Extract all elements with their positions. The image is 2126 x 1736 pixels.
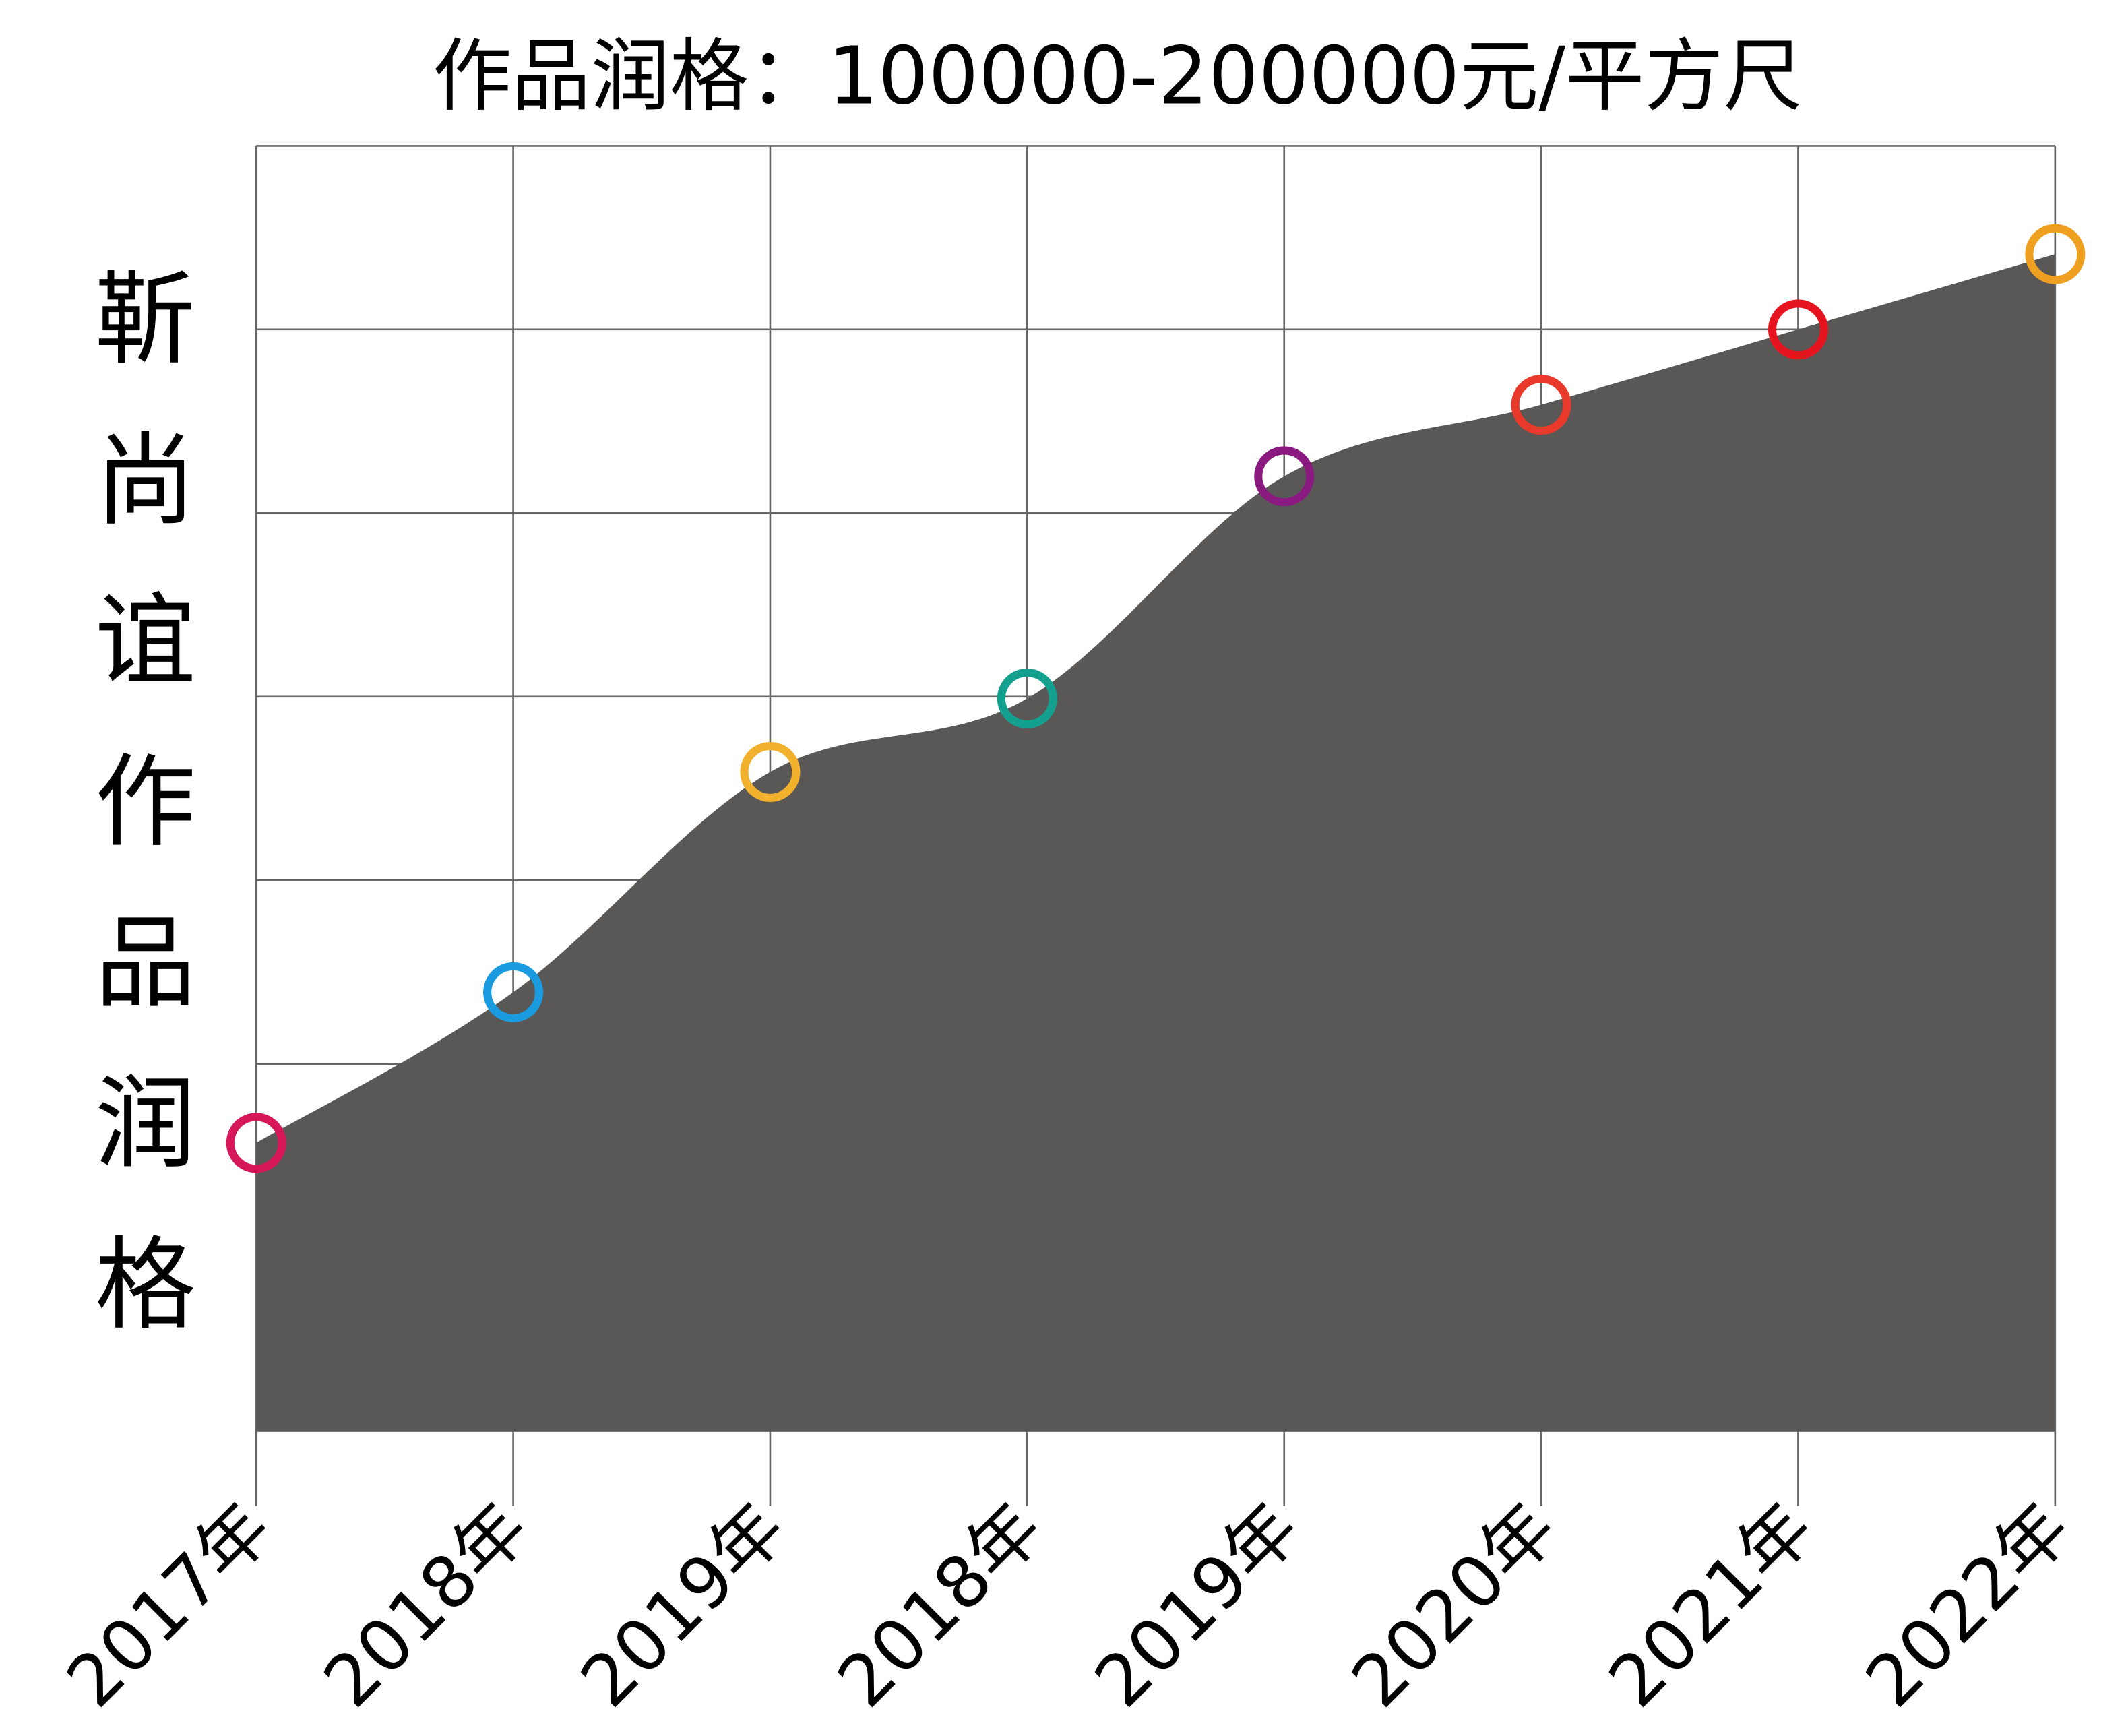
x-tick-label: 2018年 — [308, 1487, 544, 1723]
marker — [1254, 446, 1315, 507]
x-tick-label: 2018年 — [822, 1487, 1059, 1723]
x-tick-label: 2021年 — [1593, 1487, 1830, 1723]
x-tick-label: 2019年 — [1079, 1487, 1315, 1723]
marker — [483, 962, 544, 1022]
marker — [1768, 299, 1828, 360]
x-tick-label: 2022年 — [1850, 1487, 2086, 1723]
marker — [1511, 375, 1571, 435]
marker — [997, 668, 1057, 728]
chart-title: 作品润格：100000-200000元/平方尺 — [433, 30, 1803, 123]
marker — [2025, 224, 2086, 284]
y-axis-label: 靳尚谊作品润格 — [77, 266, 195, 1392]
area — [256, 254, 2055, 1431]
marker — [740, 741, 801, 802]
marker — [226, 1113, 286, 1173]
x-tick-label: 2019年 — [565, 1487, 801, 1723]
x-tick-label: 2017年 — [51, 1487, 288, 1723]
x-tick-label: 2020年 — [1336, 1487, 1573, 1723]
